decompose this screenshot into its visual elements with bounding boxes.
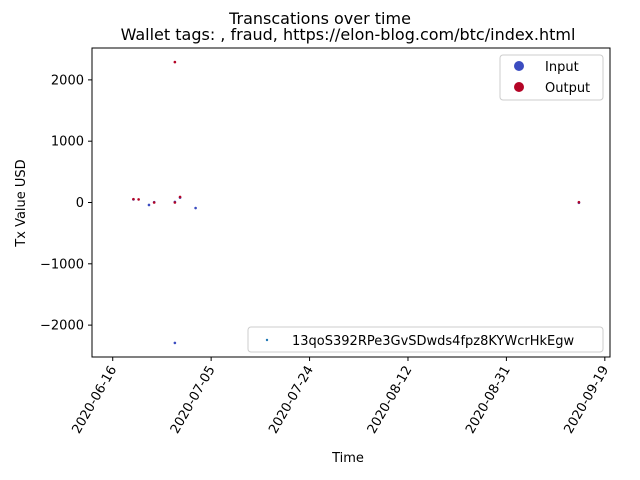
- legend-output-marker: [514, 82, 524, 92]
- output-point: [577, 200, 581, 204]
- legend-lower: 13qoS392RPe3GvSDwds4fpz8KYWcrHkEgw: [247, 326, 604, 353]
- y-tick-label: −1000: [40, 257, 84, 272]
- y-tick-label: 0: [76, 196, 84, 211]
- legend-address-marker: [265, 338, 269, 342]
- legend-input-label: Input: [545, 60, 579, 75]
- legend-upper-frame: [499, 54, 604, 101]
- plot-frame: [91, 47, 611, 358]
- y-axis-label: Tx Value USD: [14, 159, 29, 247]
- legend-lower-frame: [247, 326, 604, 353]
- output-point: [152, 201, 156, 204]
- output-point: [137, 198, 140, 201]
- input-point: [173, 341, 177, 345]
- y-tick-label: 2000: [51, 73, 84, 88]
- legend-input-marker: [514, 61, 524, 71]
- y-tick-label: −2000: [40, 319, 84, 334]
- input-point: [194, 206, 197, 210]
- output-point: [178, 195, 182, 199]
- legend-output-label: Output: [545, 81, 590, 96]
- data-points: [132, 60, 581, 345]
- x-axis-label: Time: [331, 451, 364, 466]
- input-point: [147, 203, 151, 207]
- output-point: [173, 60, 177, 64]
- legend-address-label: 13qoS392RPe3GvSDwds4fpz8KYWcrHkEgw: [292, 334, 574, 349]
- y-tick-label: 1000: [51, 135, 84, 150]
- output-point: [132, 197, 135, 201]
- chart-title: Wallet tags: , fraud, https://elon-blog.…: [121, 25, 576, 44]
- legend-upper: Input Output: [499, 54, 604, 101]
- output-point: [173, 201, 177, 204]
- chart-suptitle: Transcations over time: [228, 9, 411, 28]
